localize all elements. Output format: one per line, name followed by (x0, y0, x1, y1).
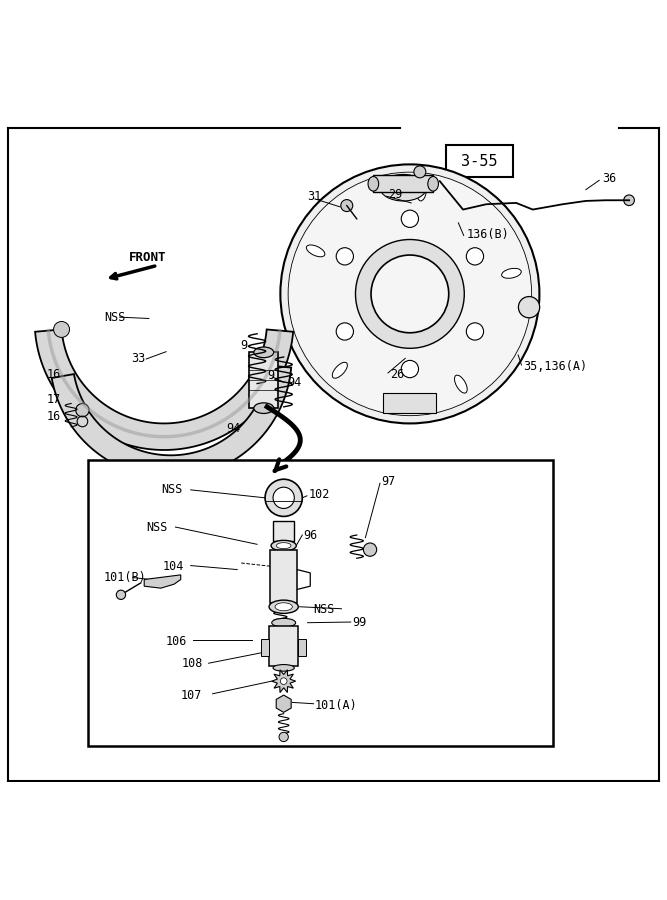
Ellipse shape (271, 618, 295, 627)
Text: 16: 16 (47, 368, 61, 382)
Bar (273, 521, 294, 541)
Bar (298, 639, 306, 656)
Text: 102: 102 (308, 488, 329, 501)
Circle shape (341, 200, 353, 212)
Text: 16: 16 (47, 410, 61, 423)
Bar (384, 393, 436, 413)
Circle shape (356, 239, 464, 348)
Text: NSS: NSS (104, 310, 125, 324)
Ellipse shape (253, 347, 273, 357)
Circle shape (371, 255, 449, 333)
Bar (88, 460, 553, 745)
Polygon shape (35, 329, 293, 450)
Text: 94: 94 (226, 422, 240, 436)
Circle shape (336, 323, 354, 340)
Text: 108: 108 (182, 657, 203, 670)
Circle shape (265, 479, 302, 517)
Text: 106: 106 (166, 634, 187, 648)
Text: 101(A): 101(A) (315, 698, 358, 712)
Ellipse shape (271, 540, 296, 551)
Circle shape (466, 248, 484, 265)
Circle shape (280, 165, 540, 423)
Circle shape (402, 210, 418, 228)
Circle shape (402, 360, 418, 378)
Bar (270, 550, 297, 603)
Ellipse shape (275, 603, 292, 611)
Text: NSS: NSS (313, 603, 335, 616)
Text: 35,136(A): 35,136(A) (523, 360, 587, 373)
Text: 3-55: 3-55 (462, 154, 498, 168)
Text: NSS: NSS (161, 483, 182, 497)
Text: 107: 107 (181, 689, 202, 702)
Text: 94: 94 (287, 375, 301, 389)
Circle shape (414, 166, 426, 178)
Text: 9: 9 (267, 369, 274, 382)
Ellipse shape (368, 176, 379, 191)
Circle shape (624, 195, 634, 205)
Text: 9: 9 (241, 338, 247, 352)
Ellipse shape (428, 176, 438, 191)
Ellipse shape (253, 403, 273, 413)
Circle shape (336, 248, 354, 265)
Circle shape (76, 403, 89, 417)
Bar (374, 176, 433, 192)
Ellipse shape (332, 363, 348, 378)
Ellipse shape (276, 543, 291, 549)
Polygon shape (52, 365, 291, 478)
Bar (249, 353, 278, 409)
Ellipse shape (273, 664, 294, 671)
Circle shape (53, 321, 69, 338)
Text: 26: 26 (390, 368, 404, 382)
Text: 96: 96 (303, 528, 318, 542)
Text: 99: 99 (352, 616, 366, 629)
Polygon shape (271, 670, 295, 692)
Polygon shape (276, 695, 291, 713)
Text: 101(B): 101(B) (103, 571, 147, 584)
Ellipse shape (454, 375, 467, 393)
Bar (261, 639, 269, 656)
Text: NSS: NSS (146, 521, 167, 535)
Ellipse shape (306, 245, 325, 256)
Text: 17: 17 (47, 393, 61, 406)
Circle shape (279, 733, 288, 742)
Text: 36: 36 (602, 173, 617, 185)
Ellipse shape (417, 181, 426, 201)
Text: 104: 104 (163, 560, 184, 572)
Bar (269, 626, 298, 666)
Text: FRONT: FRONT (129, 251, 166, 264)
Ellipse shape (269, 600, 298, 614)
Circle shape (288, 172, 532, 416)
Text: 97: 97 (382, 475, 396, 489)
FancyBboxPatch shape (446, 145, 513, 177)
Text: 29: 29 (388, 188, 402, 202)
Circle shape (116, 590, 125, 599)
Circle shape (364, 543, 377, 556)
Ellipse shape (380, 175, 426, 201)
Text: 31: 31 (307, 190, 321, 203)
Circle shape (280, 678, 287, 685)
Polygon shape (144, 575, 181, 589)
Ellipse shape (502, 268, 521, 278)
Circle shape (518, 297, 540, 318)
Circle shape (273, 487, 294, 508)
Circle shape (466, 323, 484, 340)
Text: 136(B): 136(B) (466, 228, 509, 240)
Text: 33: 33 (131, 352, 145, 365)
